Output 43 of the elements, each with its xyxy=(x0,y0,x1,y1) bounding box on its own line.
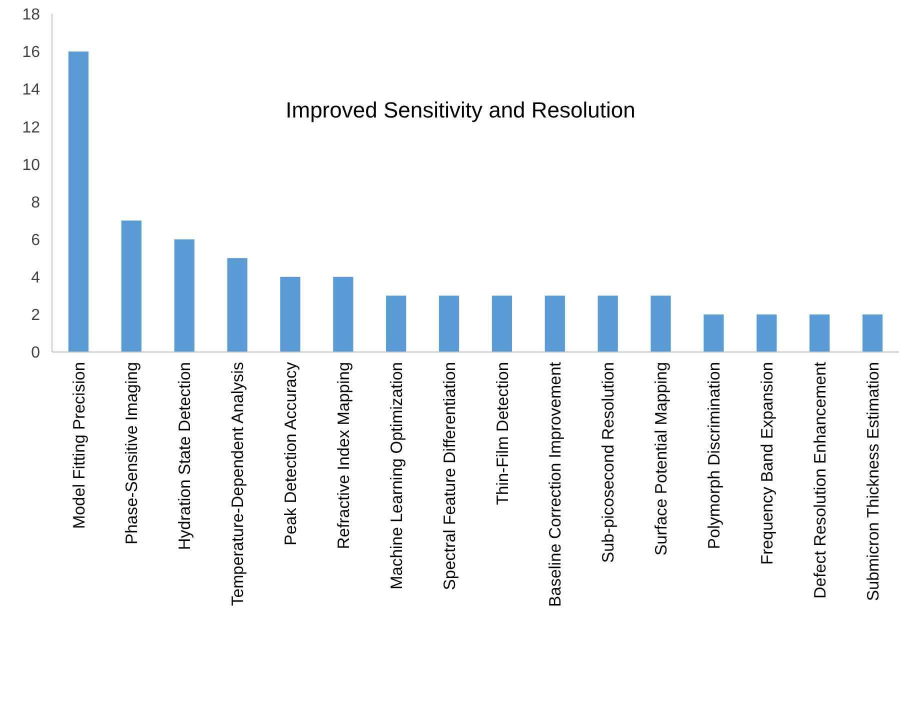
y-tick-label: 18 xyxy=(22,6,40,24)
bar xyxy=(704,314,724,352)
x-tick-label: Sub-picosecond Resolution xyxy=(600,362,618,563)
x-tick-label: Machine Learning Optimization xyxy=(388,362,406,590)
bar xyxy=(174,239,194,352)
bar xyxy=(121,220,142,352)
x-tick-label: Spectral Feature Differentiation xyxy=(440,362,459,590)
bar xyxy=(386,296,406,352)
y-tick-label: 16 xyxy=(22,44,40,62)
bar xyxy=(544,296,565,352)
y-tick-label: 6 xyxy=(31,232,40,249)
bar xyxy=(68,52,89,352)
x-tick-label: Peak Detection Accuracy xyxy=(282,361,300,546)
bar xyxy=(280,276,300,352)
x-tick-label: Refractive Index Mapping xyxy=(334,362,353,550)
x-tick-label: Model Fitting Precision xyxy=(70,362,88,529)
y-tick-label: 10 xyxy=(22,156,40,174)
x-tick-label: Thin-Film Detection xyxy=(494,362,512,506)
bar xyxy=(227,258,248,352)
x-tick-label: Polymorph Discrimination xyxy=(705,362,724,550)
x-tick-label: Surface Potential Mapping xyxy=(652,362,671,556)
y-tick-label: 4 xyxy=(31,269,40,286)
bar xyxy=(650,296,671,352)
y-tick-label: 8 xyxy=(31,194,40,212)
x-tick-label: Defect Resolution Enhancement xyxy=(811,362,830,599)
x-tick-label: Frequency Band Expansion xyxy=(758,362,776,565)
x-tick-label: Submicron Thickness Estimation xyxy=(864,362,882,602)
x-tick-label: Hydration State Detection xyxy=(176,362,194,550)
bar xyxy=(756,314,777,352)
y-tick-label: 12 xyxy=(22,119,40,136)
bar xyxy=(810,314,830,352)
x-tick-label: Temperature-Dependent Analysis xyxy=(229,362,248,606)
bar xyxy=(438,296,460,352)
bar xyxy=(492,296,512,352)
x-tick-label: Phase-Sensitive Imaging xyxy=(123,362,142,545)
y-tick-label: 14 xyxy=(22,82,40,99)
bar xyxy=(333,276,354,352)
x-tick-label: Baseline Correction Improvement xyxy=(546,362,565,607)
bar xyxy=(862,314,883,352)
y-tick-label: 2 xyxy=(31,307,40,324)
y-tick-label: 0 xyxy=(31,344,40,362)
text: Improved Sensitivity and Resolution xyxy=(286,97,636,122)
bar xyxy=(598,296,618,352)
